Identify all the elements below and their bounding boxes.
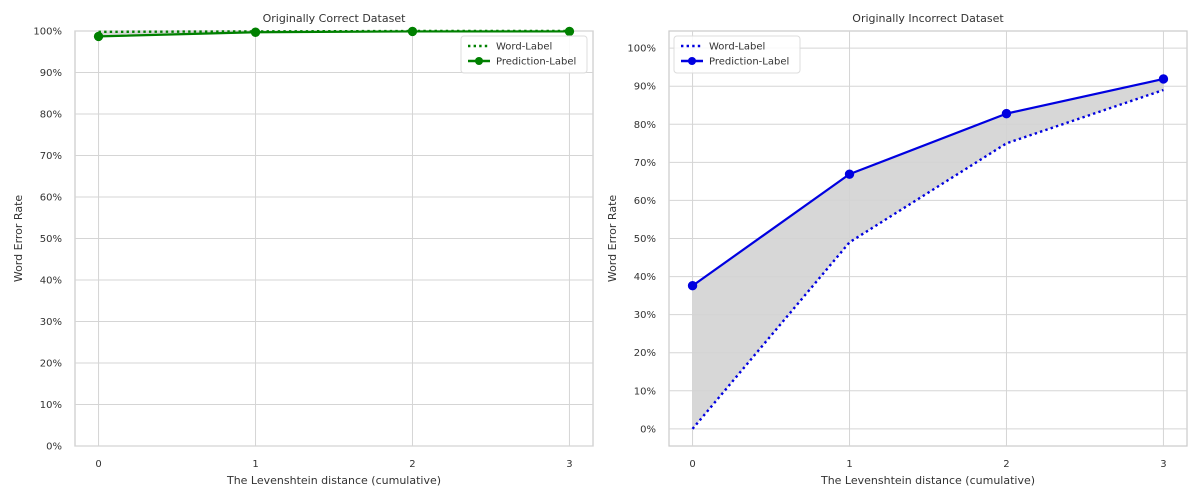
fill-between-area	[692, 78, 1164, 429]
legend-marker	[475, 57, 483, 65]
y-tick-label: 80%	[634, 120, 656, 131]
y-tick-label: 20%	[634, 348, 656, 359]
data-point-prediction-label	[1001, 108, 1012, 119]
y-tick-label: 0%	[640, 424, 656, 435]
data-point-prediction-label	[407, 26, 418, 37]
chart-title: Originally Correct Dataset	[263, 12, 407, 25]
y-tick-label: 50%	[634, 234, 656, 245]
series-line-prediction-label	[691, 77, 1164, 287]
y-tick-label: 60%	[634, 196, 656, 207]
chart-panel-0: 0% 10% 20% 30% 40% 50% 60% 70% 80% 90% 100% 0 1 2 3 Ori…	[12, 12, 594, 487]
legend-box	[673, 35, 801, 74]
data-point-prediction-label	[1158, 74, 1169, 84]
data-point-prediction-label	[844, 169, 855, 179]
x-axis-label: The Levenshtein distance (cumulative)	[820, 474, 1035, 487]
y-axis-label: Word Error Rate	[12, 195, 25, 283]
x-tick-label: 3	[566, 459, 572, 470]
legend-label: Prediction-Label	[496, 57, 576, 68]
x-tick-label: 1	[846, 459, 852, 470]
y-tick-label: 70%	[634, 158, 656, 169]
data-point-prediction-label	[564, 26, 575, 37]
y-tick-label: 0%	[46, 442, 62, 453]
y-tick-label: 70%	[40, 151, 62, 162]
legend: Word-Label Prediction-Label	[460, 35, 588, 74]
y-tick-label: 10%	[634, 386, 656, 397]
y-axis-label: Word Error Rate	[606, 195, 619, 283]
y-tick-label: 100%	[627, 44, 656, 55]
x-axis-label: The Levenshtein distance (cumulative)	[226, 474, 441, 487]
y-tick-label: 90%	[634, 82, 656, 93]
data-point-prediction-label	[687, 281, 698, 291]
x-tick-label: 0	[689, 459, 695, 470]
chart-title: Originally Incorrect Dataset	[852, 12, 1004, 25]
legend-marker	[688, 57, 696, 65]
x-tick-label: 2	[1003, 459, 1009, 470]
y-tick-label: 40%	[40, 276, 62, 287]
data-point-prediction-label	[250, 27, 261, 37]
y-tick-label: 30%	[634, 310, 656, 321]
x-tick-label: 2	[409, 459, 415, 470]
series-line-word-label	[691, 88, 1164, 430]
legend: Word-Label Prediction-Label	[673, 35, 801, 74]
y-tick-label: 100%	[33, 27, 62, 38]
y-tick-label: 90%	[40, 68, 62, 79]
chart-panel-1: 0% 10% 20% 30% 40% 50% 60% 70% 80% 90% 100% 0 1 2 3 Ori…	[606, 12, 1188, 487]
y-tick-label: 60%	[40, 193, 62, 204]
x-tick-label: 1	[252, 459, 258, 470]
legend-box	[460, 35, 588, 74]
series-line-prediction-label	[98, 30, 570, 38]
y-tick-label: 10%	[40, 400, 62, 411]
data-point-prediction-label	[93, 31, 104, 42]
legend-label: Prediction-Label	[709, 57, 789, 68]
y-tick-label: 80%	[40, 110, 62, 121]
y-tick-label: 50%	[40, 234, 62, 245]
legend-label: Word-Label	[709, 42, 765, 53]
x-tick-label: 0	[95, 459, 101, 470]
y-tick-label: 40%	[634, 272, 656, 283]
y-tick-label: 20%	[40, 359, 62, 370]
x-tick-label: 3	[1160, 459, 1166, 470]
y-tick-label: 30%	[40, 317, 62, 328]
legend-label: Word-Label	[496, 42, 552, 53]
